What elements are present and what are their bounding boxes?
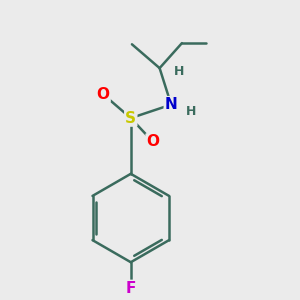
Text: H: H bbox=[174, 65, 184, 79]
Text: O: O bbox=[97, 87, 110, 102]
Text: H: H bbox=[186, 105, 196, 118]
Text: N: N bbox=[165, 97, 178, 112]
Text: F: F bbox=[126, 281, 136, 296]
Text: O: O bbox=[147, 134, 160, 149]
Text: S: S bbox=[125, 111, 136, 126]
